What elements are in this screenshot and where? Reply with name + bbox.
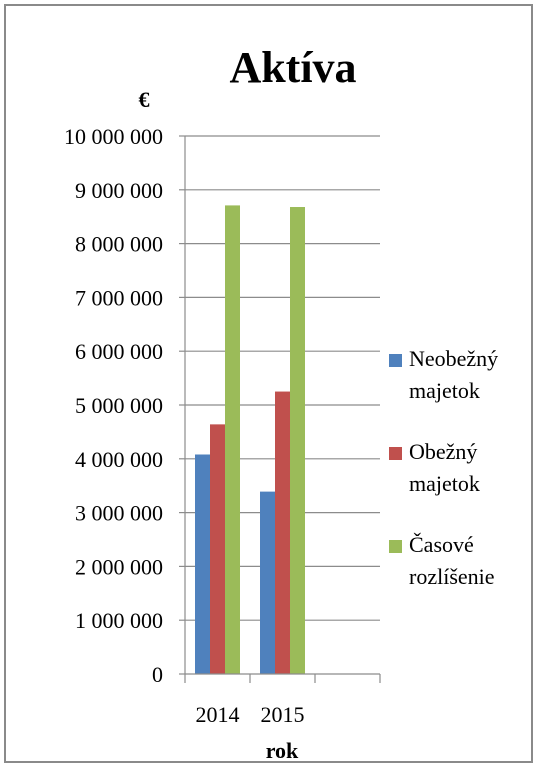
legend-label: majetok bbox=[409, 378, 480, 403]
y-tick-label: 8 000 000 bbox=[75, 232, 163, 257]
y-tick-label: 0 bbox=[152, 662, 163, 687]
legend-label: Obežný bbox=[409, 439, 477, 464]
legend-label: majetok bbox=[409, 471, 480, 496]
y-tick-label: 9 000 000 bbox=[75, 178, 163, 203]
legend-entry: Neobežný majetok bbox=[389, 346, 498, 403]
legend-label: Neobežný bbox=[409, 346, 498, 371]
legend-label: rozlíšenie bbox=[409, 564, 495, 589]
legend-entry: Obežný majetok bbox=[389, 439, 480, 496]
legend-swatch bbox=[389, 354, 402, 367]
y-tick-label: 6 000 000 bbox=[75, 339, 163, 364]
bar bbox=[260, 491, 275, 674]
y-tick-label: 3 000 000 bbox=[75, 501, 163, 526]
bars bbox=[195, 205, 305, 675]
x-tick-label: 2015 bbox=[261, 702, 305, 727]
bar bbox=[210, 424, 225, 674]
y-tick-label: 2 000 000 bbox=[75, 554, 163, 579]
y-tick-labels: 0 1 000 000 2 000 000 3 000 000 4 000 000 5 0… bbox=[64, 124, 163, 687]
x-tick-label: 2014 bbox=[196, 702, 240, 727]
bar bbox=[275, 391, 290, 674]
y-tick-label: 5 000 000 bbox=[75, 393, 163, 418]
legend-entry: Časové rozlíšenie bbox=[389, 532, 495, 589]
chart-title: Aktíva bbox=[229, 43, 356, 92]
y-tick-label: 10 000 000 bbox=[64, 124, 163, 149]
bar bbox=[290, 207, 305, 675]
x-axis-title: rok bbox=[266, 738, 299, 763]
legend-swatch bbox=[389, 540, 402, 553]
y-tick-label: 7 000 000 bbox=[75, 285, 163, 310]
bar bbox=[225, 205, 240, 675]
y-tick-label: 4 000 000 bbox=[75, 447, 163, 472]
axes bbox=[179, 135, 381, 683]
legend: Neobežný majetok Obežný majetok Časové rozlíš… bbox=[389, 346, 498, 589]
y-tick-label: 1 000 000 bbox=[75, 608, 163, 633]
x-tick-labels: 2014 2015 bbox=[196, 702, 305, 727]
y-axis-unit-label: € bbox=[139, 87, 150, 112]
bar bbox=[195, 454, 210, 674]
legend-swatch bbox=[389, 447, 402, 460]
legend-label: Časové bbox=[409, 532, 474, 557]
